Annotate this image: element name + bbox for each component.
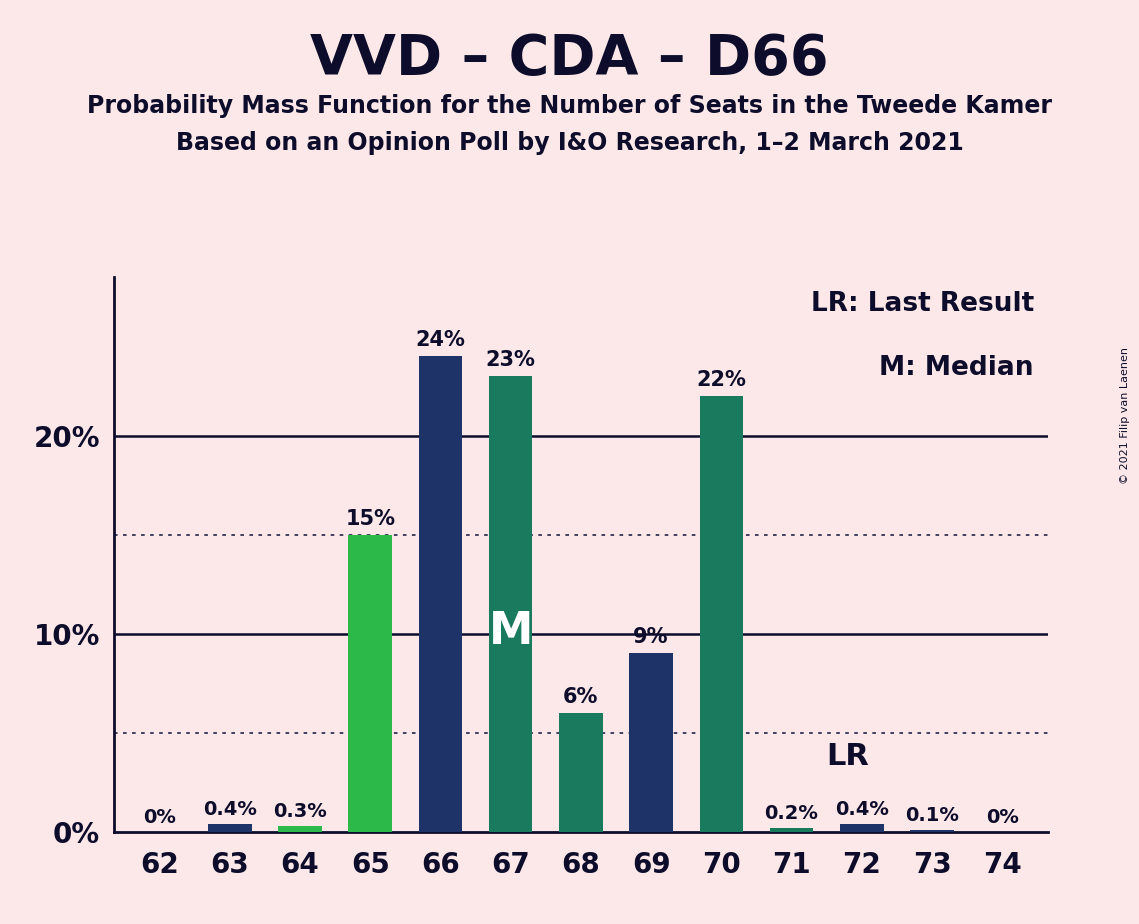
Text: 24%: 24% <box>416 331 466 350</box>
Text: 0%: 0% <box>985 808 1018 827</box>
Bar <box>910 830 953 832</box>
Text: LR: Last Result: LR: Last Result <box>811 291 1034 317</box>
Bar <box>489 376 532 832</box>
Text: Probability Mass Function for the Number of Seats in the Tweede Kamer: Probability Mass Function for the Number… <box>87 94 1052 118</box>
Text: 9%: 9% <box>633 627 669 648</box>
Text: Based on an Opinion Poll by I&O Research, 1–2 March 2021: Based on an Opinion Poll by I&O Research… <box>175 131 964 155</box>
Bar <box>770 828 813 832</box>
Bar <box>208 823 252 832</box>
Bar <box>699 396 743 832</box>
Text: 0.2%: 0.2% <box>764 804 819 822</box>
Text: 15%: 15% <box>345 508 395 529</box>
Text: 0.3%: 0.3% <box>273 802 327 821</box>
Text: M: M <box>489 610 533 652</box>
Bar <box>349 535 392 832</box>
Text: 23%: 23% <box>485 350 535 371</box>
Text: 0.1%: 0.1% <box>906 806 959 824</box>
Text: 0%: 0% <box>144 808 177 827</box>
Text: 0.4%: 0.4% <box>203 800 256 819</box>
Text: 6%: 6% <box>563 687 599 707</box>
Text: VVD – CDA – D66: VVD – CDA – D66 <box>310 32 829 86</box>
Bar <box>278 826 321 832</box>
Text: M: Median: M: Median <box>879 355 1034 381</box>
Bar <box>630 653 673 832</box>
Bar <box>559 712 603 832</box>
Bar <box>841 823 884 832</box>
Text: 0.4%: 0.4% <box>835 800 888 819</box>
Text: LR: LR <box>827 742 869 771</box>
Bar <box>419 357 462 832</box>
Text: 22%: 22% <box>696 370 746 390</box>
Text: © 2021 Filip van Laenen: © 2021 Filip van Laenen <box>1121 347 1130 484</box>
